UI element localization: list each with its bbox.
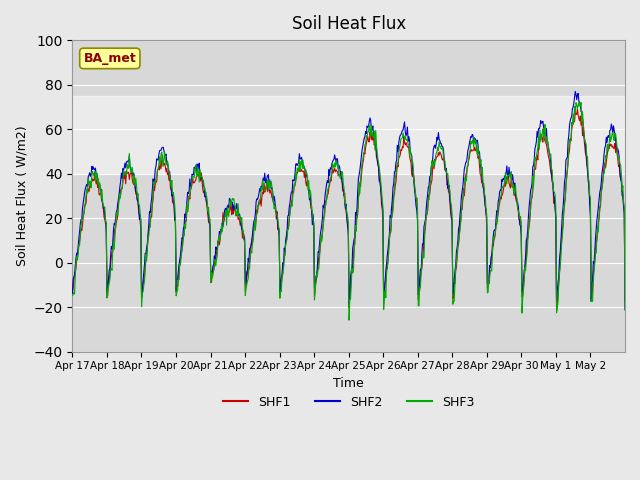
Bar	[72, 96, 625, 174]
Title: Soil Heat Flux: Soil Heat Flux	[292, 15, 406, 33]
Y-axis label: Soil Heat Flux ( W/m2): Soil Heat Flux ( W/m2)	[15, 125, 28, 266]
Legend: SHF1, SHF2, SHF3: SHF1, SHF2, SHF3	[218, 391, 480, 414]
Text: BA_met: BA_met	[83, 52, 136, 65]
X-axis label: Time: Time	[333, 377, 364, 390]
